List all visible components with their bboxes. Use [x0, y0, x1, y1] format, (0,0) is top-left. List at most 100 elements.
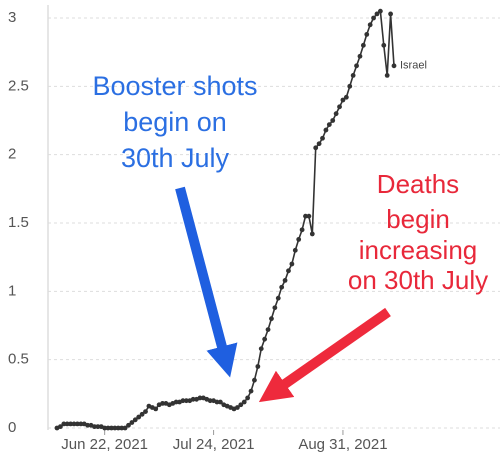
data-point [248, 388, 254, 394]
data-point [255, 364, 261, 369]
data-point [235, 405, 240, 410]
data-point [217, 399, 223, 405]
y-tick-label: 3 [8, 9, 16, 26]
annotation-line: 30th July [121, 143, 230, 173]
data-point [75, 421, 80, 427]
data-point [326, 122, 332, 127]
data-point [384, 73, 390, 78]
data-point [323, 127, 329, 133]
data-point [296, 237, 302, 242]
data-point [303, 213, 308, 219]
data-point [282, 278, 288, 283]
data-point [122, 425, 128, 431]
data-point [173, 399, 179, 405]
data-point [207, 398, 213, 404]
data-point [61, 421, 67, 427]
annotation-line: Deaths [377, 169, 459, 199]
data-point [126, 422, 131, 428]
data-point [337, 104, 342, 110]
data-point [129, 420, 135, 425]
y-tick-label: 1.5 [8, 214, 29, 231]
data-point [109, 425, 114, 431]
data-point [78, 421, 84, 427]
data-point [330, 118, 336, 123]
data-point [367, 22, 373, 28]
data-point [245, 395, 251, 401]
y-tick-label: 0 [8, 419, 16, 436]
blue-arrow [175, 186, 238, 378]
data-point [143, 409, 148, 414]
y-tick-label: 2 [8, 146, 16, 163]
data-point [102, 425, 108, 431]
red-arrow [258, 307, 391, 403]
data-point [262, 336, 268, 342]
data-point [180, 398, 186, 404]
data-point [343, 94, 349, 100]
data-point [71, 421, 77, 427]
annotation-line: increasing [359, 235, 478, 265]
data-point [139, 411, 145, 417]
data-point [377, 8, 383, 14]
data-point [265, 327, 271, 332]
data-point [58, 424, 63, 430]
x-tick-label: Jul 24, 2021 [173, 436, 255, 453]
annotation-line: Booster shots [92, 71, 257, 101]
data-point [347, 83, 353, 89]
data-point [258, 346, 264, 352]
annotation-line: begin [386, 204, 450, 234]
data-point [105, 425, 111, 431]
data-point [238, 402, 244, 408]
annotation-line: on 30th July [348, 265, 488, 295]
data-point [160, 401, 165, 406]
data-point [92, 424, 97, 430]
data-point [371, 15, 376, 21]
y-tick-label: 0.5 [8, 351, 29, 368]
y-tick-label: 2.5 [8, 77, 29, 94]
data-point [190, 396, 196, 402]
series-label: Israel [400, 60, 427, 72]
data-point [364, 32, 370, 37]
data-point [306, 213, 312, 219]
data-point [252, 377, 257, 383]
data-point [275, 295, 281, 301]
data-point [64, 421, 70, 427]
annotation-line: begin on [123, 107, 227, 137]
data-point [119, 425, 125, 431]
x-tick-label: Jun 22, 2021 [61, 436, 148, 453]
data-point [289, 261, 295, 267]
data-point [309, 231, 315, 237]
data-point [354, 63, 359, 69]
data-point [357, 53, 363, 59]
data-point [68, 421, 74, 427]
data-point [299, 227, 305, 233]
data-point [391, 63, 397, 69]
data-point [279, 284, 285, 290]
data-point [214, 399, 220, 405]
data-point [313, 145, 319, 151]
data-point [292, 247, 298, 253]
data-point [241, 399, 247, 405]
data-point [388, 11, 393, 17]
y-tick-label: 1 [8, 282, 16, 299]
data-point [360, 42, 366, 48]
data-point [153, 406, 159, 412]
data-point [115, 425, 121, 431]
data-point [95, 424, 101, 430]
data-point [340, 97, 346, 103]
data-point [381, 42, 387, 48]
data-point [132, 417, 138, 423]
data-point [272, 305, 278, 311]
data-point [136, 414, 142, 420]
data-point [183, 398, 189, 404]
data-point [320, 135, 325, 141]
data-point [333, 111, 339, 117]
data-point [316, 141, 322, 147]
data-point [350, 73, 356, 78]
data-point [197, 395, 203, 401]
data-point [374, 11, 380, 17]
data-point [85, 422, 91, 428]
data-point [286, 268, 291, 274]
data-point [269, 316, 274, 322]
